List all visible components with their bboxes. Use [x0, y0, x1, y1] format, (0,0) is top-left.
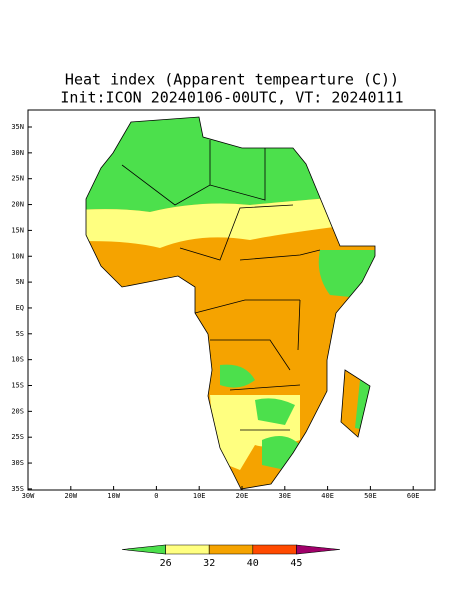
colorbar-segment	[165, 544, 210, 555]
lat-tick-label: 25N	[11, 175, 24, 183]
colorbar-segment	[296, 544, 341, 555]
lon-tick-label: 30E	[278, 492, 291, 500]
lat-tick-label: 15S	[11, 382, 24, 390]
lat-tick-label: 10S	[11, 356, 24, 364]
lon-tick-label: 60E	[407, 492, 420, 500]
subtitle: Init:ICON 20240106-00UTC, VT: 20240111	[60, 89, 403, 107]
lon-tick-label: 10E	[193, 492, 206, 500]
lat-tick-label: 25S	[11, 433, 24, 441]
colorbar-segment	[252, 544, 297, 555]
lat-tick-label: 20S	[11, 407, 24, 415]
lat-tick-label: 30N	[11, 149, 24, 157]
lat-tick-label: 5N	[16, 278, 24, 286]
lon-tick-label: 10W	[107, 492, 120, 500]
lat-tick-label: 15N	[11, 226, 24, 234]
map-frame	[27, 109, 436, 491]
lat-tick-label: 10N	[11, 252, 24, 260]
lon-tick-label: 20E	[236, 492, 249, 500]
lat-tick-label: 5S	[16, 330, 24, 338]
lat-tick-label: 20N	[11, 201, 24, 209]
lon-tick-label: 30W	[22, 492, 35, 500]
colorbar-label: 45	[290, 558, 302, 569]
colorbar-label: 40	[247, 558, 259, 569]
colorbar-label: 32	[203, 558, 215, 569]
lat-tick-label: 35N	[11, 123, 24, 131]
lon-tick-label: 40E	[321, 492, 334, 500]
title: Heat index (Apparent tempearture (C))	[65, 71, 399, 89]
lat-tick-label: 30S	[11, 459, 24, 467]
lon-tick-label: 0	[154, 492, 158, 500]
lat-tick-label: 35S	[11, 485, 24, 493]
colorbar-label: 26	[160, 558, 172, 569]
colorbar-segment	[208, 544, 254, 555]
lon-tick-label: 20W	[64, 492, 77, 500]
colorbar: 26 32 40 45	[121, 544, 341, 569]
lat-tick-label: EQ	[16, 304, 24, 312]
coastline	[85, 116, 376, 490]
lon-tick-label: 50E	[364, 492, 377, 500]
